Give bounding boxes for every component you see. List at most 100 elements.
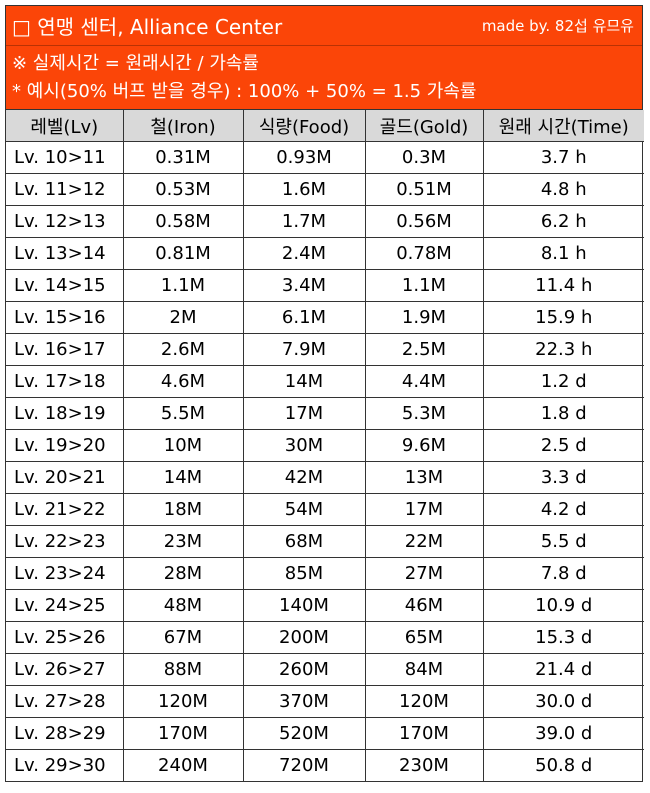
cell-level: Lv. 16>17 <box>6 333 124 366</box>
cell-iron: 4.6M <box>122 365 244 398</box>
cell-gold: 84M <box>364 653 484 686</box>
cell-iron: 88M <box>122 653 244 686</box>
cell-time: 5.5 d <box>482 525 644 558</box>
cell-time: 15.9 h <box>482 301 644 334</box>
cell-food: 68M <box>242 525 366 558</box>
column-header-time: 원래 시간(Time) <box>482 110 644 142</box>
cell-time: 4.8 h <box>482 173 644 206</box>
cell-level: Lv. 29>30 <box>6 749 124 781</box>
cell-level: Lv. 20>21 <box>6 461 124 494</box>
note-formula: ※ 실제시간 = 원래시간 / 가속률 <box>12 53 259 74</box>
cell-gold: 5.3M <box>364 397 484 430</box>
cell-level: Lv. 25>26 <box>6 621 124 654</box>
cell-food: 7.9M <box>242 333 366 366</box>
cell-food: 520M <box>242 717 366 750</box>
cell-food: 370M <box>242 685 366 718</box>
cell-time: 1.8 d <box>482 397 644 430</box>
cell-food: 2.4M <box>242 237 366 270</box>
table-row: Lv. 24>25 48M 140M 46M 10.9 d <box>6 589 644 622</box>
cell-level: Lv. 14>15 <box>6 269 124 302</box>
cell-gold: 27M <box>364 557 484 590</box>
cell-time: 1.2 d <box>482 365 644 398</box>
cell-time: 4.2 d <box>482 493 644 526</box>
cell-gold: 17M <box>364 493 484 526</box>
table-row: Lv. 17>18 4.6M 14M 4.4M 1.2 d <box>6 365 644 398</box>
cell-food: 14M <box>242 365 366 398</box>
cell-level: Lv. 22>23 <box>6 525 124 558</box>
cell-time: 50.8 d <box>482 749 644 781</box>
cell-food: 260M <box>242 653 366 686</box>
table-row: Lv. 12>13 0.58M 1.7M 0.56M 6.2 h <box>6 205 644 238</box>
title-bar: □ 연맹 센터, Alliance Center made by. 82섭 유므… <box>6 6 642 46</box>
upgrade-cost-table: 레벨(Lv) 철(Iron) 식량(Food) 골드(Gold) 원래 시간(T… <box>6 110 644 781</box>
cell-level: Lv. 12>13 <box>6 205 124 238</box>
cell-gold: 1.9M <box>364 301 484 334</box>
cell-time: 21.4 d <box>482 653 644 686</box>
cell-time: 6.2 h <box>482 205 644 238</box>
table-row: Lv. 25>26 67M 200M 65M 15.3 d <box>6 621 644 654</box>
table-row: Lv. 23>24 28M 85M 27M 7.8 d <box>6 557 644 590</box>
cell-gold: 1.1M <box>364 269 484 302</box>
cell-time: 22.3 h <box>482 333 644 366</box>
cell-time: 30.0 d <box>482 685 644 718</box>
table-row: Lv. 10>11 0.31M 0.93M 0.3M 3.7 h <box>6 141 644 174</box>
cell-iron: 10M <box>122 429 244 462</box>
page-title: □ 연맹 센터, Alliance Center <box>12 15 283 39</box>
column-header-level: 레벨(Lv) <box>6 110 124 142</box>
cell-time: 3.3 d <box>482 461 644 494</box>
cell-time: 3.7 h <box>482 141 644 174</box>
cell-gold: 65M <box>364 621 484 654</box>
alliance-center-sheet: □ 연맹 센터, Alliance Center made by. 82섭 유므… <box>5 5 644 782</box>
cell-food: 1.7M <box>242 205 366 238</box>
table-row: Lv. 13>14 0.81M 2.4M 0.78M 8.1 h <box>6 237 644 270</box>
cell-iron: 0.81M <box>122 237 244 270</box>
notes-section: ※ 실제시간 = 원래시간 / 가속률 * 예시(50% 버프 받을 경우) :… <box>6 46 642 110</box>
table-row: Lv. 26>27 88M 260M 84M 21.4 d <box>6 653 644 686</box>
table-row: Lv. 27>28 120M 370M 120M 30.0 d <box>6 685 644 718</box>
cell-food: 1.6M <box>242 173 366 206</box>
cell-gold: 0.78M <box>364 237 484 270</box>
cell-level: Lv. 17>18 <box>6 365 124 398</box>
cell-level: Lv. 21>22 <box>6 493 124 526</box>
table-row: Lv. 15>16 2M 6.1M 1.9M 15.9 h <box>6 301 644 334</box>
cell-level: Lv. 28>29 <box>6 717 124 750</box>
column-header-food: 식량(Food) <box>242 110 366 142</box>
cell-food: 30M <box>242 429 366 462</box>
cell-gold: 9.6M <box>364 429 484 462</box>
cell-gold: 170M <box>364 717 484 750</box>
table-row: Lv. 11>12 0.53M 1.6M 0.51M 4.8 h <box>6 173 644 206</box>
cell-gold: 0.3M <box>364 141 484 174</box>
cell-iron: 1.1M <box>122 269 244 302</box>
cell-iron: 120M <box>122 685 244 718</box>
cell-iron: 48M <box>122 589 244 622</box>
cell-food: 85M <box>242 557 366 590</box>
cell-level: Lv. 10>11 <box>6 141 124 174</box>
cell-level: Lv. 26>27 <box>6 653 124 686</box>
author-credit: made by. 82섭 유므유 <box>481 17 634 35</box>
cell-time: 2.5 d <box>482 429 644 462</box>
cell-time: 15.3 d <box>482 621 644 654</box>
cell-level: Lv. 13>14 <box>6 237 124 270</box>
cell-gold: 4.4M <box>364 365 484 398</box>
cell-iron: 0.58M <box>122 205 244 238</box>
cell-level: Lv. 15>16 <box>6 301 124 334</box>
cell-food: 54M <box>242 493 366 526</box>
cell-food: 3.4M <box>242 269 366 302</box>
cell-food: 0.93M <box>242 141 366 174</box>
table-row: Lv. 18>19 5.5M 17M 5.3M 1.8 d <box>6 397 644 430</box>
cell-iron: 28M <box>122 557 244 590</box>
cell-iron: 14M <box>122 461 244 494</box>
cell-gold: 0.56M <box>364 205 484 238</box>
cell-iron: 2.6M <box>122 333 244 366</box>
cell-food: 140M <box>242 589 366 622</box>
table-row: Lv. 28>29 170M 520M 170M 39.0 d <box>6 717 644 750</box>
cell-time: 11.4 h <box>482 269 644 302</box>
column-header-iron: 철(Iron) <box>122 110 244 142</box>
cell-level: Lv. 27>28 <box>6 685 124 718</box>
cell-iron: 170M <box>122 717 244 750</box>
cell-level: Lv. 19>20 <box>6 429 124 462</box>
table-row: Lv. 20>21 14M 42M 13M 3.3 d <box>6 461 644 494</box>
cell-gold: 0.51M <box>364 173 484 206</box>
cell-gold: 46M <box>364 589 484 622</box>
cell-food: 6.1M <box>242 301 366 334</box>
